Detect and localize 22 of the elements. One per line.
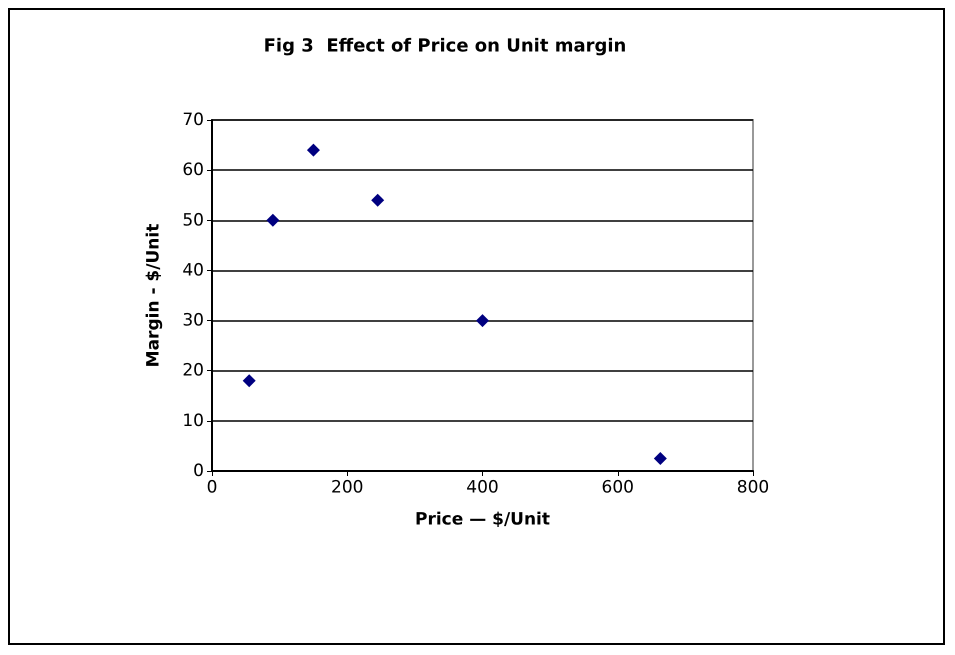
chart-title: Fig 3 Effect of Price on Unit margin xyxy=(264,36,626,56)
y-tick-label: 70 xyxy=(182,110,204,130)
x-tick-label: 400 xyxy=(466,478,499,498)
y-tick-label: 20 xyxy=(182,360,204,381)
y-tick-label: 0 xyxy=(193,461,204,481)
point xyxy=(242,374,256,388)
x-tick-label: 200 xyxy=(331,478,364,498)
point xyxy=(266,214,280,227)
y-tick-label: 10 xyxy=(182,410,204,431)
x-tick-label: 600 xyxy=(602,478,634,498)
point xyxy=(306,144,320,157)
y-tick-label: 60 xyxy=(182,160,204,180)
x-tick-label: 800 xyxy=(736,478,770,498)
x-axis-title: Price — $/Unit xyxy=(414,510,550,530)
y-tick-label: 40 xyxy=(182,260,204,280)
y-tick-label: 50 xyxy=(182,210,204,230)
y-tick-label: 30 xyxy=(182,310,204,331)
y-axis-title: Margin - $/Unit xyxy=(144,224,164,368)
point xyxy=(476,314,489,328)
point xyxy=(654,452,667,465)
x-tick-label: 0 xyxy=(206,478,218,498)
point xyxy=(371,194,384,207)
